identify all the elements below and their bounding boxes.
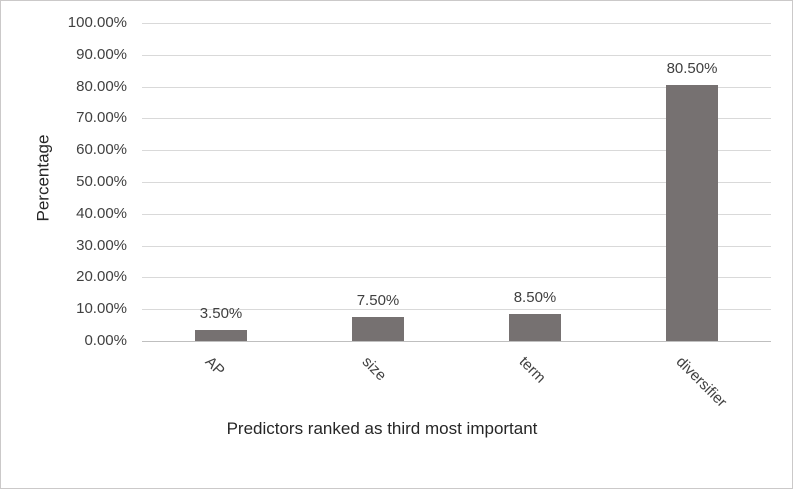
y-gridline [142, 214, 771, 215]
y-gridline [142, 55, 771, 56]
y-tick-label: 50.00% [76, 173, 127, 190]
y-gridline [142, 118, 771, 119]
y-tick-label: 70.00% [76, 109, 127, 126]
y-tick-label: 80.00% [76, 78, 127, 95]
y-gridline [142, 23, 771, 24]
y-gridline [142, 309, 771, 310]
y-gridline [142, 150, 771, 151]
y-tick-label: 10.00% [76, 300, 127, 317]
y-tick-label: 100.00% [67, 14, 127, 31]
y-tick-label: 60.00% [76, 141, 127, 158]
bar-term[interactable] [509, 314, 561, 341]
x-category-label: size [358, 353, 390, 385]
x-category-label: diversifier [672, 353, 731, 411]
x-category-label: AP [201, 353, 228, 380]
x-axis-title: Predictors ranked as third most importan… [226, 419, 538, 438]
y-gridline [142, 87, 771, 88]
y-gridline [142, 182, 771, 183]
y-tick-label: 20.00% [76, 268, 127, 285]
bar-AP[interactable] [195, 330, 247, 341]
bar-size[interactable] [352, 317, 404, 341]
y-tick-label: 30.00% [76, 237, 127, 254]
y-tick-label: 40.00% [76, 205, 127, 222]
data-label: 3.50% [199, 305, 243, 322]
data-label: 7.50% [356, 292, 400, 309]
x-axis-line [142, 341, 771, 342]
y-gridline [142, 246, 771, 247]
bar-diversifier[interactable] [666, 85, 718, 341]
y-tick-label: 0.00% [84, 332, 127, 349]
y-gridline [142, 277, 771, 278]
x-category-label: term [515, 353, 549, 387]
data-label: 8.50% [513, 289, 557, 306]
y-tick-label: 90.00% [76, 46, 127, 63]
data-label: 80.50% [666, 60, 718, 77]
